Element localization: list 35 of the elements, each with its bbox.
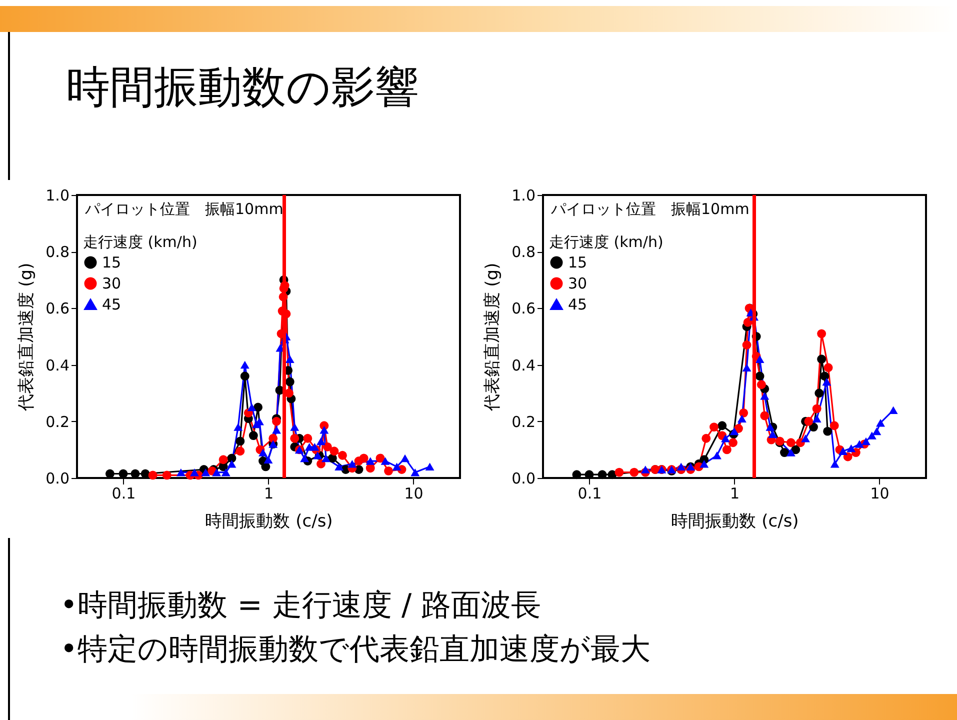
y-tick-label: 0.2	[46, 412, 70, 431]
y-tick-label: 0.8	[46, 243, 70, 262]
y-tick-label: 0.0	[46, 470, 70, 488]
legend-title: 走行速度 (km/h)	[549, 233, 664, 251]
y-axis-title: 代表鉛直加速度 (g)	[482, 262, 503, 412]
legend-title: 走行速度 (km/h)	[83, 233, 198, 251]
text: •特定の時間振動数で代表鉛直加速度が最大	[60, 631, 651, 669]
text: •時間振動数 = 走行速度 / 路面波長	[60, 587, 542, 625]
legend-label: 15	[102, 254, 122, 272]
legend-label: 30	[102, 274, 122, 292]
y-tick-label: 0.8	[512, 243, 536, 262]
legend-label: 15	[568, 254, 588, 272]
chart-title: パイロット位置 振幅10mm	[84, 200, 284, 218]
text: 時間振動数の影響	[66, 61, 419, 115]
chart-title: パイロット位置 振幅10mm	[550, 200, 750, 218]
x-tick-label: 0.1	[578, 484, 602, 502]
y-tick-label: 0.2	[512, 412, 536, 431]
legend-label: 45	[568, 296, 588, 314]
x-axis-title: 時間振動数 (c/s)	[205, 512, 333, 532]
y-tick-label: 0.4	[46, 356, 70, 374]
y-tick-label: 0.4	[512, 356, 536, 374]
y-tick-label: 0.6	[46, 300, 70, 318]
x-tick-label: 0.1	[112, 484, 136, 502]
y-tick-label: 0.0	[512, 470, 536, 488]
y-tick-label: 1.0	[46, 186, 70, 204]
x-tick-label: 10	[404, 484, 424, 502]
legend-label: 45	[102, 296, 122, 314]
y-tick-label: 0.6	[512, 300, 536, 318]
x-tick-label: 1	[730, 484, 740, 502]
legend-label: 30	[568, 274, 588, 292]
y-axis-title: 代表鉛直加速度 (g)	[16, 262, 37, 412]
x-tick-label: 1	[264, 484, 274, 502]
x-tick-label: 10	[870, 484, 890, 502]
y-tick-label: 1.0	[512, 186, 536, 204]
x-axis-title: 時間振動数 (c/s)	[671, 512, 799, 532]
